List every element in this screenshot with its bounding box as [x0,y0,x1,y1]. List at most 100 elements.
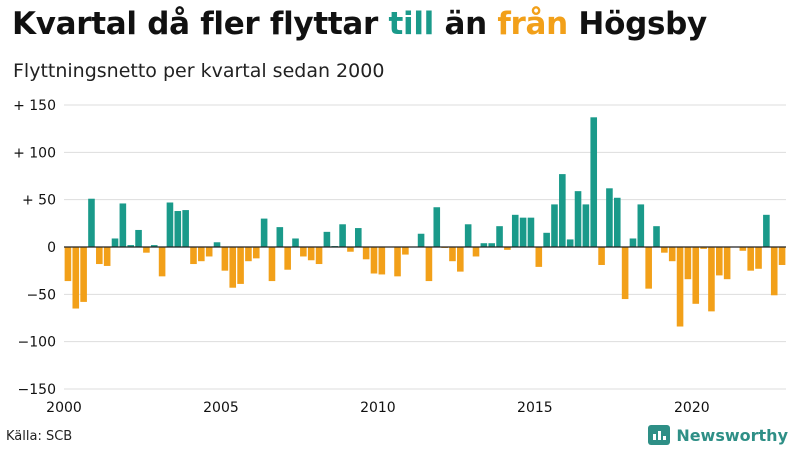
bar-positive [519,217,527,247]
bar-negative [715,247,723,276]
x-tick-label: 2020 [674,400,710,416]
bar-negative [370,247,378,274]
bar-negative [190,247,197,265]
bar-positive [339,224,346,247]
bar-negative [708,247,715,312]
x-tick-label: 2000 [46,400,82,416]
bar-negative [723,247,731,280]
bar-positive [637,204,645,247]
bar-positive [433,207,441,247]
source-label: Källa: SCB [6,429,73,444]
bar-positive [606,188,613,247]
bar-negative [362,247,370,260]
bar-positive [613,197,621,247]
bar-negative [80,247,87,302]
bar-positive [480,243,488,247]
x-tick-label: 2010 [360,400,396,416]
bar-negative [747,247,754,271]
bar-negative [378,247,386,275]
newsworthy-logo-icon [648,425,671,445]
bar-positive [292,238,299,247]
brand-logo: Newsworthy [648,425,788,445]
y-tick-label: + 150 [13,98,56,114]
bar-positive [464,224,472,247]
title-word-till: till [388,6,434,42]
bar-negative [770,247,778,296]
x-tick-label: 2005 [203,400,239,416]
bar-negative [402,247,409,255]
bar-negative [284,247,291,270]
bar-negative [457,247,464,272]
bar-negative [307,247,315,261]
bar-negative [504,247,511,250]
bar-positive [182,210,189,247]
bar-positive [127,245,135,247]
bar-negative [684,247,692,280]
bar-positive [527,217,535,247]
bar-negative [198,247,205,262]
y-tick-label: −50 [26,287,56,303]
bar-positive [119,203,127,247]
bar-positive [511,214,519,247]
bar-positive [150,245,158,247]
bar-positive [354,228,362,247]
y-tick-label: + 100 [13,145,56,161]
x-tick-label: 2015 [517,400,553,416]
bar-negative [252,247,260,259]
bar-negative [394,247,401,277]
bar-positive [653,226,660,247]
bar-negative [221,247,229,271]
y-tick-label: −150 [18,382,56,398]
bar-positive [111,238,119,247]
bar-negative [645,247,652,289]
bar-positive [566,239,574,247]
bar-negative [668,247,676,262]
bar-negative [229,247,237,288]
bar-negative [158,247,166,277]
bar-positive [323,231,331,247]
title-text-1: Kvartal då fler flyttar [12,6,389,42]
bar-negative [535,247,543,267]
bar-positive [551,204,558,247]
bar-negative [425,247,433,282]
bar-negative [692,247,700,304]
bar-negative [64,247,72,282]
bar-negative [268,247,276,282]
bar-positive [276,227,284,247]
bar-negative [661,247,668,253]
bar-positive [590,117,598,247]
y-tick-label: + 50 [22,193,56,209]
bar-negative [143,247,150,253]
y-tick-label: 0 [47,240,56,256]
bar-positive [174,211,182,247]
title-text-2: än [433,6,498,42]
bar-positive [135,229,142,247]
chart-subtitle: Flyttningsnetto per kvartal sedan 2000 [13,60,385,82]
bar-negative [300,247,307,257]
bar-positive [213,242,221,247]
bar-positive [417,233,425,247]
bar-negative [676,247,684,327]
bar-negative [449,247,456,262]
bar-negative [315,247,323,265]
bar-positive [88,198,95,247]
bar-negative [778,247,786,265]
y-tick-label: −100 [18,335,56,351]
bar-negative [598,247,605,265]
bar-negative [205,247,213,257]
title-text-3: Högsby [567,6,707,42]
bar-negative [72,247,80,309]
bar-positive [574,191,582,247]
bar-positive [559,174,566,247]
bar-positive [582,204,590,247]
bar-negative [347,247,354,252]
bar-positive [488,243,496,247]
chart-title: Kvartal då fler flyttar till än från Hög… [12,6,707,42]
bar-negative [237,247,244,284]
bar-positive [543,232,550,247]
bar-negative [103,247,111,266]
bar-positive [260,218,268,247]
bar-negative [739,247,747,251]
bar-negative [621,247,629,300]
